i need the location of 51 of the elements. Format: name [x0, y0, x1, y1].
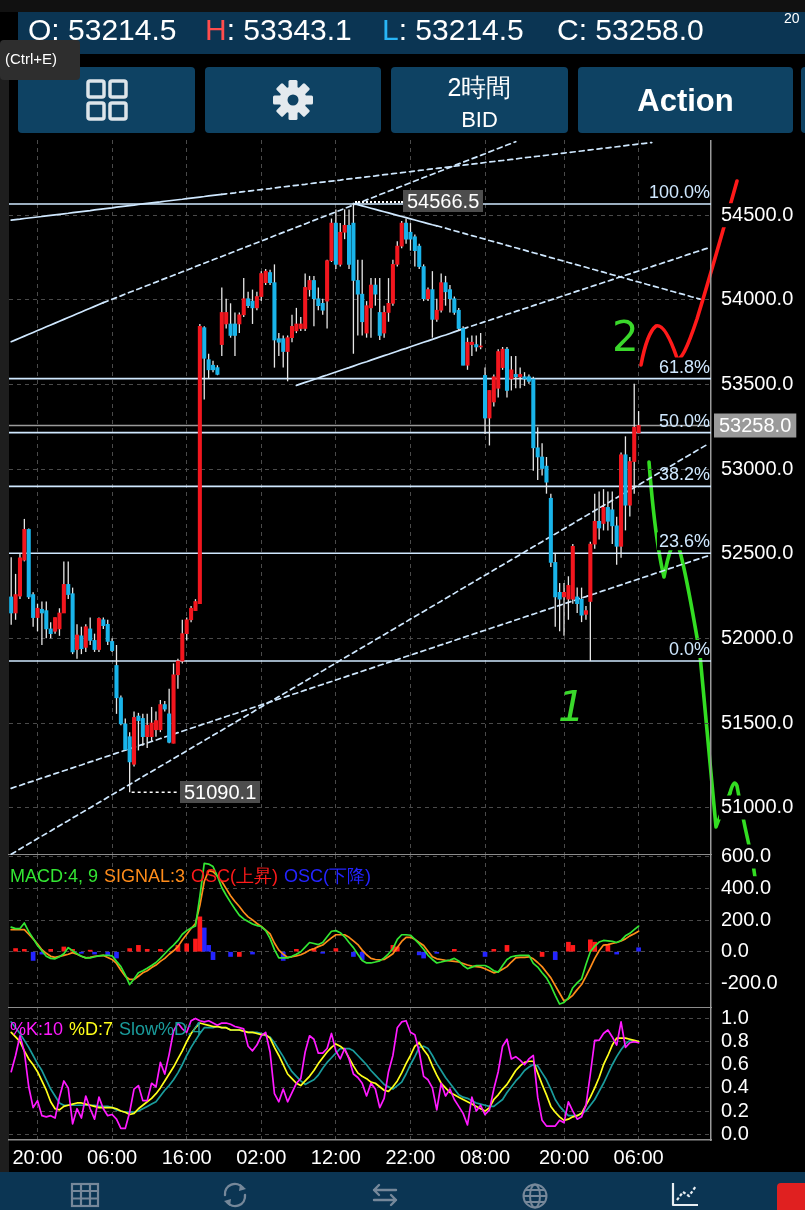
y-tick-label: 51500.0: [721, 710, 794, 733]
annotation: 2: [612, 312, 639, 361]
y-tick-label: 52500.0: [721, 541, 794, 564]
ref-line-label: 53258.0: [719, 414, 792, 437]
text: BID: [460, 107, 499, 132]
x-tick-label: 02:00: [236, 1145, 287, 1168]
text: O: 53214.5: [28, 13, 177, 46]
text: (Ctrl+E): [5, 50, 58, 67]
y-tick-label: 54000.0: [721, 287, 794, 310]
text: MACD:4, 9: [10, 865, 99, 886]
annotation: 0.0%: [668, 639, 710, 660]
y-tick-label: 600.0: [721, 844, 772, 867]
annotation: 38.2%: [658, 464, 710, 485]
annotation: 54566.5: [403, 190, 484, 212]
y-tick-label: 52000.0: [721, 625, 794, 648]
annotation: 100.0%: [648, 182, 710, 203]
x-tick-label: 16:00: [161, 1145, 212, 1168]
y-tick-label: 0.6: [721, 1052, 749, 1075]
y-tick-label: 0.4: [721, 1075, 749, 1098]
text: H: 53343.1: [205, 13, 352, 46]
series-label: SIGNAL:3: [104, 865, 186, 886]
x-tick-label: 20:00: [538, 1145, 590, 1168]
text: L: 53214.5: [382, 13, 524, 46]
y-tick-label: 53500.0: [721, 372, 794, 395]
annotation: 1: [558, 682, 585, 731]
y-tick-label: 0.8: [721, 1029, 749, 1052]
y-tick-label: 51000.0: [721, 795, 794, 818]
y-tick-label: 0.0: [721, 1121, 749, 1144]
y-tick-label: 1.0: [721, 1005, 749, 1028]
y-tick-label: 0.2: [721, 1098, 749, 1121]
y-tick-label: 53000.0: [721, 456, 794, 479]
annotation: 51090.1: [180, 781, 261, 803]
y-tick-label: 54500.0: [721, 202, 794, 225]
x-tick-label: 20:00: [12, 1145, 63, 1168]
y-tick-label: 0.0: [721, 939, 749, 962]
text: Action: [636, 83, 735, 118]
text: %D:7: [69, 1018, 114, 1039]
text: OSC(下降): [284, 865, 372, 886]
text: C: 53258.0: [557, 13, 704, 46]
annotation: 61.8%: [658, 356, 710, 377]
x-tick-label: 08:00: [460, 1145, 511, 1168]
annotation: 23.6%: [658, 531, 710, 552]
x-tick-label: 06:00: [613, 1145, 664, 1168]
text: 2時間: [446, 73, 513, 101]
text: 20: [784, 10, 800, 26]
y-tick-label: -200.0: [721, 970, 778, 993]
y-tick-label: 200.0: [721, 907, 772, 930]
x-tick-label: 22:00: [385, 1145, 436, 1168]
x-tick-label: 06:00: [87, 1145, 138, 1168]
x-tick-label: 12:00: [310, 1145, 361, 1168]
y-tick-label: 400.0: [721, 875, 772, 898]
